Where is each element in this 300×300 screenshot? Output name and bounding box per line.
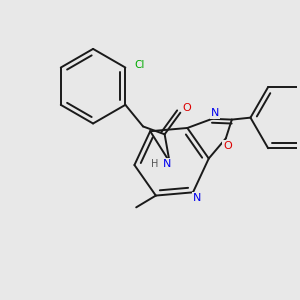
Text: N: N (162, 159, 171, 169)
Text: O: O (183, 103, 192, 113)
Text: N: N (211, 108, 219, 118)
Text: N: N (193, 193, 201, 203)
Text: O: O (224, 141, 232, 151)
Text: Cl: Cl (134, 60, 144, 70)
Text: H: H (151, 159, 158, 169)
